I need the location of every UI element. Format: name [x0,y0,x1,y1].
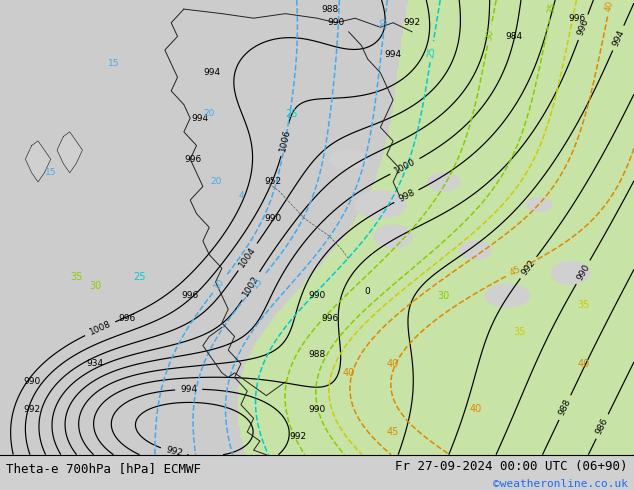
Text: 1000: 1000 [392,157,417,176]
Text: 988: 988 [308,350,326,359]
Text: 1006: 1006 [278,128,292,152]
Text: ©weatheronline.co.uk: ©weatheronline.co.uk [493,479,628,489]
Text: 996: 996 [181,291,199,300]
Text: 35: 35 [577,300,590,310]
Ellipse shape [460,241,491,259]
Text: 988: 988 [321,4,339,14]
Polygon shape [25,141,51,182]
Text: 998: 998 [397,188,416,204]
Text: 15: 15 [108,59,120,68]
Text: 992: 992 [164,445,183,458]
Text: 952: 952 [264,177,281,186]
Text: 20: 20 [204,109,215,118]
Text: 10: 10 [212,277,226,292]
Text: 990: 990 [575,263,592,282]
Text: Theta-e 700hPa [hPa] ECMWF: Theta-e 700hPa [hPa] ECMWF [6,463,202,475]
Text: 40: 40 [387,359,399,369]
Text: 988: 988 [557,398,573,417]
Text: 1004: 1004 [238,245,258,269]
Text: 25: 25 [133,272,146,282]
Text: 35: 35 [70,272,82,282]
Text: 990: 990 [23,377,41,387]
Text: 994: 994 [384,50,402,59]
Text: 20: 20 [210,177,221,186]
Text: 40: 40 [469,404,482,414]
Text: 35: 35 [547,1,557,14]
Text: 994: 994 [611,28,626,48]
Text: 25: 25 [285,109,298,119]
Ellipse shape [552,262,590,284]
Text: 40: 40 [342,368,355,378]
Text: 992: 992 [23,405,41,414]
Text: 992: 992 [520,258,537,277]
Text: 990: 990 [264,214,281,223]
Text: 30: 30 [437,291,450,300]
Text: 934: 934 [86,359,104,368]
Ellipse shape [330,150,368,168]
Ellipse shape [428,173,460,191]
Text: 996: 996 [321,314,339,323]
Text: 994: 994 [180,385,197,394]
Polygon shape [57,132,82,173]
Text: 996: 996 [184,155,202,164]
Text: 990: 990 [308,405,326,414]
Text: 30: 30 [89,281,101,292]
Text: 990: 990 [308,291,326,300]
Text: 45: 45 [508,265,522,278]
Text: 996: 996 [576,18,590,37]
Text: 0: 0 [365,287,371,295]
Text: 990: 990 [327,18,345,27]
Text: 996: 996 [568,14,586,23]
Text: 15: 15 [45,168,56,177]
Text: 45: 45 [387,427,399,437]
Ellipse shape [526,198,552,212]
Text: 20: 20 [380,17,390,29]
Text: 984: 984 [505,32,522,41]
Text: 1002: 1002 [241,274,261,298]
Text: 25: 25 [427,46,437,58]
Text: 996: 996 [118,314,136,323]
Text: 40: 40 [604,0,615,13]
Text: 994: 994 [204,68,221,77]
Ellipse shape [374,225,412,248]
Text: 30: 30 [484,28,495,42]
Ellipse shape [355,191,406,218]
Text: 40: 40 [577,359,590,369]
Ellipse shape [485,284,529,307]
Text: 35: 35 [514,327,526,337]
Text: 992: 992 [403,18,421,27]
Text: 994: 994 [191,114,209,122]
Text: 1008: 1008 [87,319,112,337]
Text: 4: 4 [238,191,243,200]
Text: 986: 986 [594,417,610,436]
Text: 15: 15 [250,275,265,290]
Text: Fr 27-09-2024 00:00 UTC (06+90): Fr 27-09-2024 00:00 UTC (06+90) [395,460,628,472]
Text: 992: 992 [289,432,307,441]
